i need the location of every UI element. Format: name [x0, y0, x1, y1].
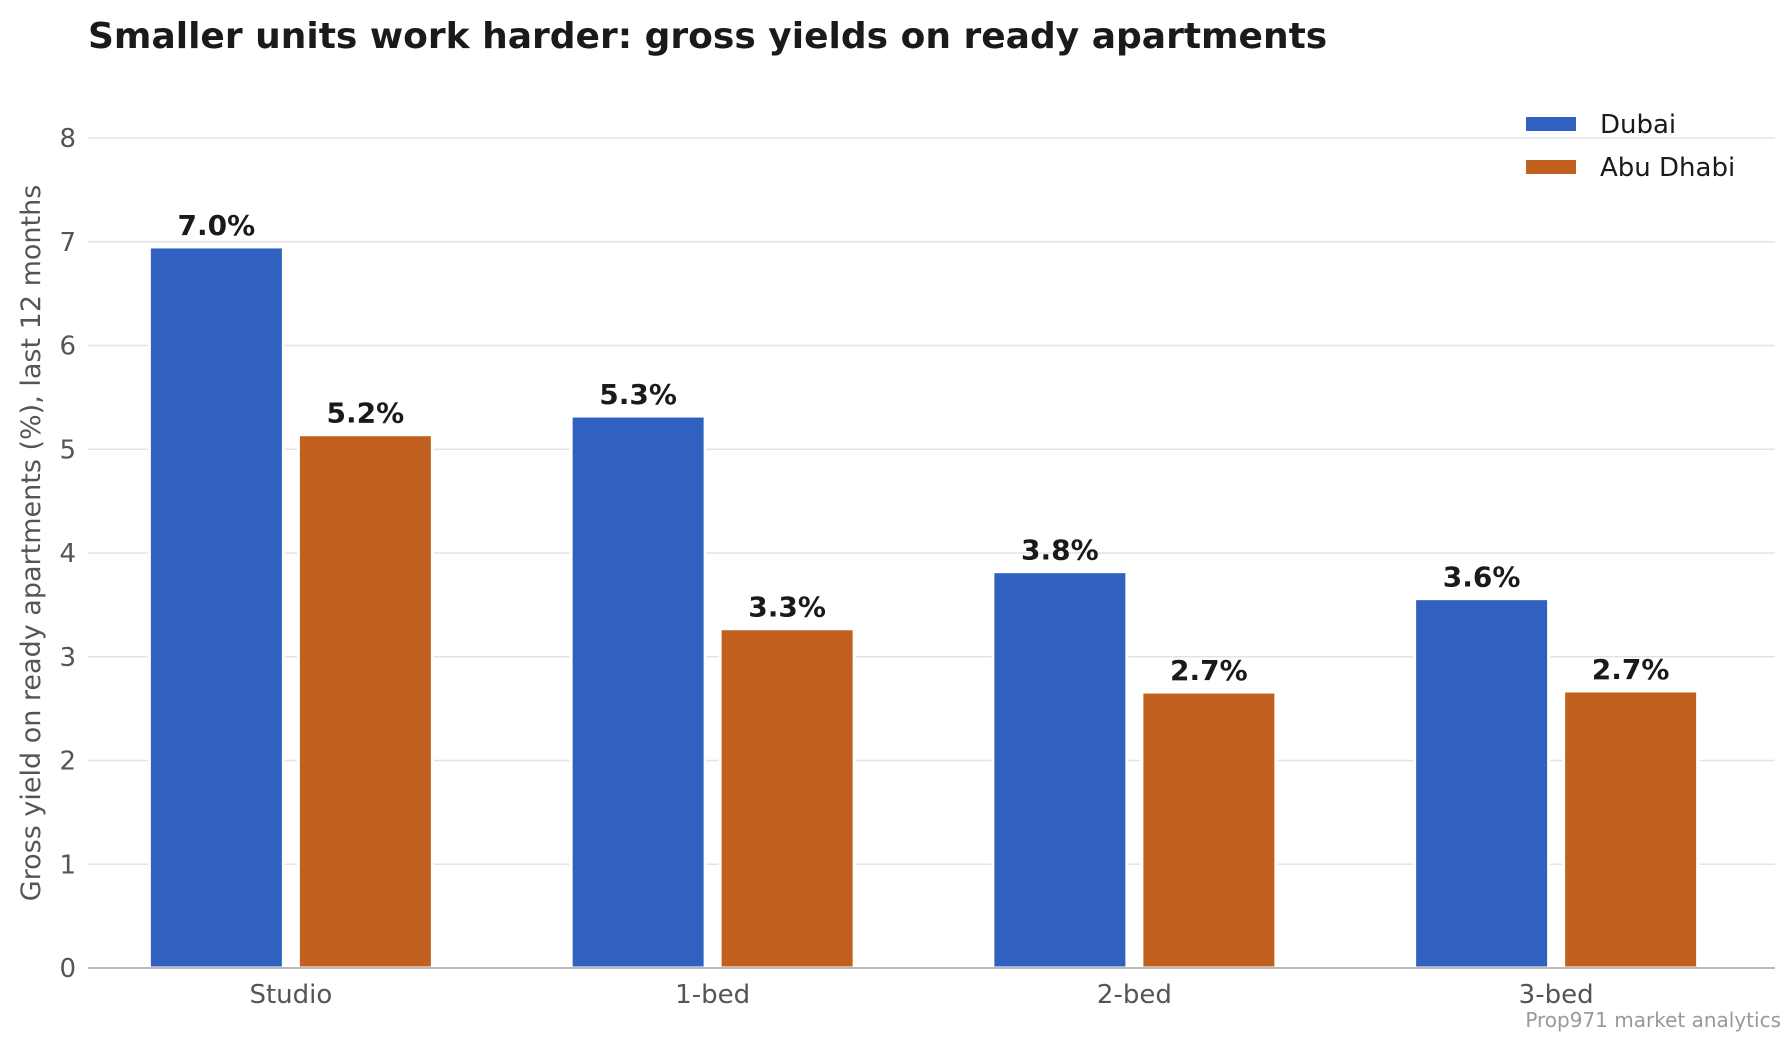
data-label: 3.8%: [1021, 534, 1099, 567]
x-tick-label: Studio: [249, 980, 332, 1010]
bar-dubai-2-bed: [991, 570, 1129, 970]
legend-label-abu-dhabi: Abu Dhabi: [1600, 153, 1735, 183]
data-label: 3.3%: [748, 591, 826, 624]
bars: [147, 245, 1700, 970]
y-tick-label: 2: [59, 747, 76, 777]
bar-dubai-1-bed: [569, 414, 707, 970]
y-tick-label: 7: [59, 228, 76, 258]
legend-swatch-abu-dhabi: [1526, 160, 1576, 174]
legend-label-dubai: Dubai: [1600, 110, 1676, 140]
y-axis-label: Gross yield on ready apartments (%), las…: [16, 185, 47, 902]
data-label: 5.3%: [599, 378, 677, 411]
data-label: 7.0%: [178, 209, 256, 242]
data-label: 5.2%: [327, 397, 405, 430]
legend-swatch-dubai: [1526, 117, 1576, 131]
x-tick-label: 3-bed: [1519, 980, 1594, 1010]
y-tick-label: 8: [59, 124, 76, 154]
y-tick-label: 4: [59, 539, 76, 569]
bar-abu-dhabi-3-bed: [1562, 689, 1700, 970]
x-tick-label: 2-bed: [1097, 980, 1172, 1010]
bar-abu-dhabi-1-bed: [718, 627, 856, 970]
data-label: 2.7%: [1170, 654, 1248, 687]
legend: Dubai Abu Dhabi: [1526, 110, 1735, 183]
y-tick-label: 6: [59, 332, 76, 362]
y-tick-label: 0: [59, 954, 76, 984]
data-label: 2.7%: [1592, 653, 1670, 686]
bar-dubai-studio: [147, 245, 285, 970]
data-label: 3.6%: [1443, 561, 1521, 594]
y-tick-label: 1: [59, 850, 76, 880]
bar-abu-dhabi-studio: [296, 433, 434, 970]
x-tick-label: 1-bed: [675, 980, 750, 1010]
bar-dubai-3-bed: [1413, 597, 1551, 970]
y-tick-label: 5: [59, 435, 76, 465]
bar-abu-dhabi-2-bed: [1140, 690, 1278, 970]
chart-title: Smaller units work harder: gross yields …: [88, 16, 1327, 57]
data-labels: 7.0% 5.2% 5.3% 3.3% 3.8% 2.7% 3.6% 2.7%: [178, 209, 1670, 687]
y-axis-ticks: 0 1 2 3 4 5 6 7 8: [59, 124, 76, 984]
source-note: Prop971 market analytics: [1525, 1008, 1781, 1032]
y-tick-label: 3: [59, 643, 76, 673]
x-axis-ticks: Studio 1-bed 2-bed 3-bed: [249, 980, 1593, 1010]
